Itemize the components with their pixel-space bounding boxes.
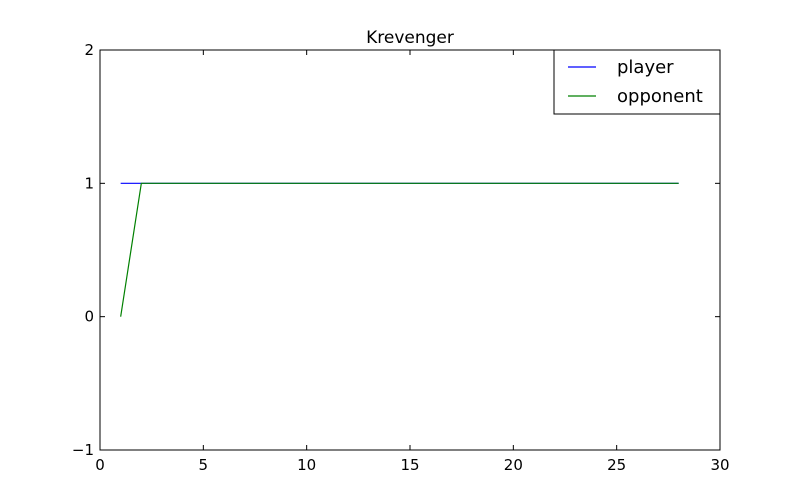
y-tick-label: 0 (84, 308, 94, 326)
y-tick-label: 2 (84, 41, 94, 59)
legend-label-player: player (617, 57, 674, 78)
chart-title: Krevenger (366, 28, 454, 48)
x-tick-label: 25 (607, 456, 626, 474)
x-tick-label: 5 (199, 456, 209, 474)
plot-frame (99, 49, 721, 451)
legend-label-opponent: opponent (617, 86, 703, 107)
legend-box (553, 49, 721, 115)
x-tick-label: 20 (504, 456, 523, 474)
x-tick-label: 15 (400, 456, 419, 474)
x-tick-label: 10 (297, 456, 316, 474)
legend: player opponent (553, 49, 721, 115)
y-tick-label: 1 (84, 174, 94, 192)
x-tick-label: 30 (710, 456, 729, 474)
series-layer (120, 182, 679, 317)
x-tick-label: 0 (95, 456, 105, 474)
series-line-opponent (120, 182, 679, 317)
y-tick-label: −1 (72, 441, 94, 459)
